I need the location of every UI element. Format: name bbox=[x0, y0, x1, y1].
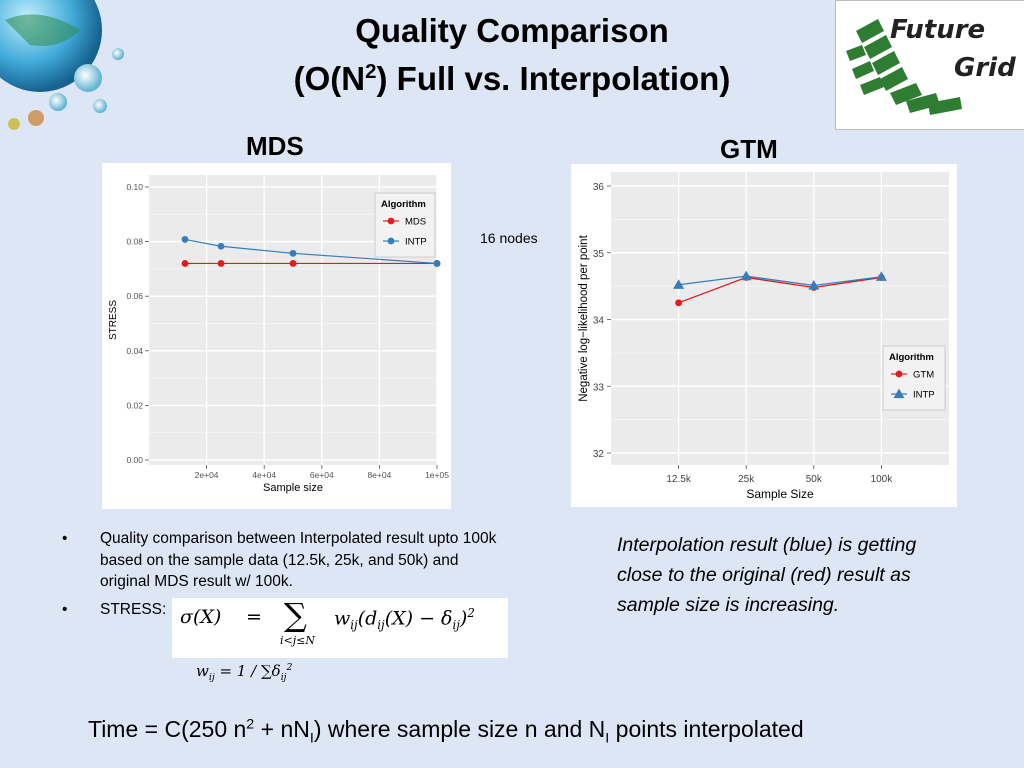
x-tick-label: 1e+05 bbox=[425, 470, 449, 480]
y-tick-label: 0.06 bbox=[126, 291, 143, 301]
legend-title: Algorithm bbox=[381, 199, 426, 210]
data-point-mds bbox=[289, 260, 297, 267]
y-tick-label: 0.10 bbox=[126, 182, 143, 192]
x-tick-label: 25k bbox=[738, 474, 755, 485]
x-tick-label: 50k bbox=[806, 474, 823, 485]
gtm-heading: GTM bbox=[720, 134, 778, 164]
logo-text-future: Future bbox=[890, 15, 986, 45]
series-line-gtm bbox=[678, 276, 882, 304]
stress-formula: σ(X) = ∑ i<j≤N wij(dij(X) − δij)2 bbox=[172, 596, 508, 658]
data-point-mds bbox=[217, 260, 225, 267]
data-point-intp bbox=[181, 236, 189, 243]
decorative-globe-graphic bbox=[0, 0, 124, 130]
x-tick-label: 8e+04 bbox=[367, 470, 391, 480]
futuregrid-logo: Future Grid bbox=[835, 0, 1024, 130]
x-tick-label: 4e+04 bbox=[252, 470, 276, 480]
weight-formula: wij = 1 / ∑δij2 bbox=[196, 662, 293, 683]
gtm-likelihood-chart: 32 33 34 35 36 12.5k 25k 50k 100k Sample Size Nega… bbox=[578, 172, 949, 501]
y-tick-label: 0.08 bbox=[126, 237, 143, 247]
formula-sum: ∑ bbox=[284, 596, 307, 634]
logo-text-grid: Grid bbox=[954, 53, 1016, 83]
data-point-intp bbox=[808, 279, 820, 290]
x-tick-label: 6e+04 bbox=[310, 470, 334, 480]
y-tick-label: 36 bbox=[593, 182, 605, 193]
interpolation-note: Interpolation result (blue) is getting c… bbox=[617, 534, 917, 617]
legend-marker bbox=[387, 237, 395, 245]
formula-rhs: wij(dij(X) − δij)2 bbox=[334, 606, 475, 633]
formula-sum-index: i<j≤N bbox=[280, 634, 315, 647]
y-tick-label: 0.04 bbox=[126, 346, 143, 356]
legend-title: Algorithm bbox=[889, 352, 934, 363]
slide-title-line2: (O(N2) Full vs. Interpolation) bbox=[293, 60, 731, 97]
y-tick-label: 0.02 bbox=[126, 400, 143, 410]
data-point-intp bbox=[673, 279, 685, 289]
bullet-item-quality: • Quality comparison between Interpolate… bbox=[62, 528, 502, 593]
x-axis-label: Sample size bbox=[263, 482, 323, 494]
bullet-text: STRESS: bbox=[100, 601, 167, 619]
mds-chart-panel: 0.00 0.02 0.04 0.06 0.08 0.10 2e+04 4e+04 6e+04 8… bbox=[102, 163, 451, 509]
nodes-note: 16 nodes bbox=[480, 230, 538, 246]
legend-label: INTP bbox=[405, 237, 427, 248]
legend-box bbox=[882, 345, 946, 411]
bullet-list: • Quality comparison between Interpolate… bbox=[62, 528, 502, 627]
data-point-gtm bbox=[675, 299, 682, 307]
data-point-intp bbox=[740, 270, 752, 281]
y-tick-label: 33 bbox=[593, 382, 605, 393]
legend-label: MDS bbox=[405, 217, 426, 228]
y-axis-label: Negative log−likelihood per point bbox=[578, 234, 590, 401]
series-line-intp bbox=[184, 238, 438, 265]
grid-logo-icon bbox=[846, 19, 962, 115]
legend-label: INTP bbox=[913, 390, 935, 401]
legend-marker bbox=[387, 217, 395, 225]
y-tick-label: 34 bbox=[593, 316, 605, 327]
mds-stress-chart: 0.00 0.02 0.04 0.06 0.08 0.10 2e+04 4e+04 6e+04 8… bbox=[108, 175, 449, 494]
formula-equals: = bbox=[246, 606, 262, 628]
x-tick-label: 2e+04 bbox=[195, 470, 219, 480]
formula-lhs: σ(X) bbox=[180, 606, 222, 628]
data-point-intp bbox=[289, 249, 297, 257]
x-tick-label: 100k bbox=[871, 474, 894, 485]
legend-marker bbox=[893, 388, 905, 399]
data-point-intp bbox=[875, 271, 887, 281]
bullet-text: Quality comparison between Interpolated … bbox=[100, 530, 497, 591]
legend-marker bbox=[895, 370, 903, 378]
series-line-intp bbox=[678, 275, 882, 287]
mds-heading: MDS bbox=[246, 131, 304, 161]
legend-box bbox=[374, 192, 436, 258]
time-complexity-line: Time = C(250 n2 + nNI) where sample size… bbox=[88, 716, 804, 747]
data-point-mds bbox=[181, 260, 189, 267]
data-point-intp bbox=[217, 242, 225, 250]
slide-title-line1: Quality Comparison bbox=[355, 12, 669, 49]
bullet-marker: • bbox=[62, 530, 68, 547]
x-axis-label: Sample Size bbox=[746, 487, 814, 501]
legend-label: GTM bbox=[913, 370, 934, 381]
y-tick-label: 0.00 bbox=[126, 455, 143, 465]
gtm-chart-panel: 32 33 34 35 36 12.5k 25k 50k 100k Sample Size Nega… bbox=[571, 164, 957, 507]
plot-background bbox=[611, 172, 949, 465]
y-tick-label: 35 bbox=[593, 249, 605, 260]
bullet-item-stress: • STRESS: bbox=[62, 599, 502, 621]
bullet-marker: • bbox=[62, 601, 68, 619]
y-axis-label: STRESS bbox=[108, 300, 119, 340]
y-tick-label: 32 bbox=[593, 449, 605, 460]
data-point-intp bbox=[433, 260, 441, 267]
x-tick-label: 12.5k bbox=[666, 474, 691, 485]
